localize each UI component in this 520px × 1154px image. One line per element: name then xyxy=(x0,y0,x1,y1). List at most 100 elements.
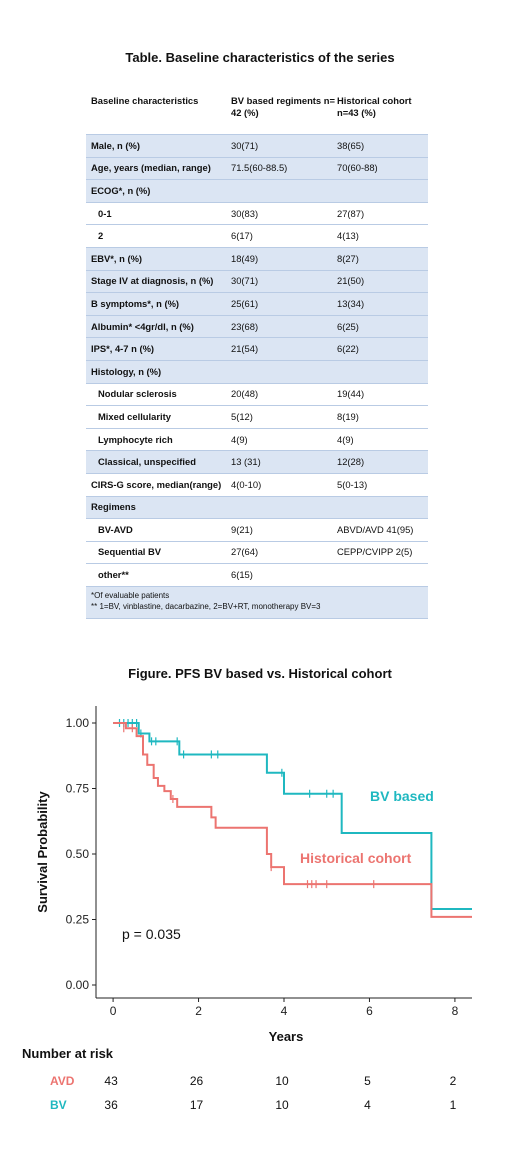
table-row: 0-1 30(83) 27(87) xyxy=(86,203,428,226)
row-label: Sequential BV xyxy=(98,546,162,558)
row-bv-value: 6(17) xyxy=(231,230,253,242)
table-row: Nodular sclerosis 20(48) 19(44) xyxy=(86,384,428,407)
p-value: p = 0.035 xyxy=(122,926,181,942)
footnote-evaluable: *Of evaluable patients xyxy=(91,590,170,600)
table-row: Lymphocyte rich 4(9) 4(9) xyxy=(86,429,428,452)
row-bv-value: 71.5(60-88.5) xyxy=(231,162,288,174)
table-row: Male, n (%) 30(71) 38(65) xyxy=(86,135,428,158)
table-row: B symptoms*, n (%) 25(61) 13(34) xyxy=(86,293,428,316)
baseline-table: Baseline characteristics BV based regime… xyxy=(86,90,428,619)
y-axis-title: Survival Probability xyxy=(35,791,50,913)
row-label: Classical, unspecified xyxy=(98,456,196,468)
risk-row-label: AVD xyxy=(50,1074,75,1088)
table-row: BV-AVD 9(21) ABVD/AVD 41(95) xyxy=(86,519,428,542)
x-tick-label: 4 xyxy=(281,1004,288,1018)
row-label: Histology, n (%) xyxy=(91,365,162,377)
risk-count: 5 xyxy=(364,1074,371,1088)
row-label: Age, years (median, range) xyxy=(91,162,211,174)
row-historical-value: CEPP/CVIPP 2(5) xyxy=(337,546,413,558)
table-header-row: Baseline characteristics BV based regime… xyxy=(86,90,428,135)
table-row: ECOG*, n (%) xyxy=(86,180,428,203)
x-tick-label: 6 xyxy=(366,1004,373,1018)
row-bv-value: 21(54) xyxy=(231,343,259,355)
row-bv-value: 30(83) xyxy=(231,207,259,219)
row-label: Nodular sclerosis xyxy=(98,388,177,400)
risk-count: 10 xyxy=(275,1098,289,1112)
y-tick-label: 0.25 xyxy=(66,913,90,927)
km-curve-bv xyxy=(113,722,472,911)
x-tick-label: 0 xyxy=(110,1004,117,1018)
series-label-historical: Historical cohort xyxy=(300,850,412,866)
table-row: Mixed cellularity 5(12) 8(19) xyxy=(86,406,428,429)
table-body: Male, n (%) 30(71) 38(65) Age, years (media… xyxy=(86,135,428,587)
table-row: Histology, n (%) xyxy=(86,360,428,384)
table-row: Regimens xyxy=(86,496,428,520)
y-tick-label: 0.00 xyxy=(66,978,90,992)
figure-title: Figure. PFS BV based vs. Historical coho… xyxy=(128,666,392,681)
y-tick-label: 0.75 xyxy=(66,782,90,796)
risk-count: 4 xyxy=(364,1098,371,1112)
row-bv-value: 20(48) xyxy=(231,388,259,400)
row-label: BV-AVD xyxy=(98,523,133,535)
y-tick-label: 1.00 xyxy=(66,716,90,730)
row-historical-value: 21(50) xyxy=(337,275,365,287)
x-tick-label: 2 xyxy=(195,1004,202,1018)
row-label: B symptoms*, n (%) xyxy=(91,297,180,309)
table-row: Stage IV at diagnosis, n (%) 30(71) 21(50) xyxy=(86,270,428,294)
risk-count: 10 xyxy=(275,1074,289,1088)
risk-row-label: BV xyxy=(50,1098,67,1112)
row-bv-value: 27(64) xyxy=(231,546,259,558)
y-tick-label: 0.50 xyxy=(66,847,90,861)
row-bv-value: 4(0-10) xyxy=(231,478,262,490)
table-row: Classical, unspecified 13 (31) 12(28) xyxy=(86,451,428,474)
table-footnotes: *Of evaluable patients ** 1=BV, vinblast… xyxy=(86,586,428,619)
table-row: Age, years (median, range) 71.5(60-88.5) 7… xyxy=(86,157,428,181)
table-row: Albumin* <4gr/dl, n (%) 23(68) 6(25) xyxy=(86,315,428,339)
row-historical-value: 13(34) xyxy=(337,297,365,309)
row-bv-value: 30(71) xyxy=(231,139,259,151)
row-bv-value: 13 (31) xyxy=(231,456,261,468)
table-row: IPS*, 4-7 n (%) 21(54) 6(22) xyxy=(86,338,428,361)
row-historical-value: 5(0-13) xyxy=(337,478,368,490)
risk-count: 17 xyxy=(189,1098,204,1112)
row-bv-value: 25(61) xyxy=(231,297,259,309)
x-tick-label: 8 xyxy=(452,1004,459,1018)
row-label: Albumin* <4gr/dl, n (%) xyxy=(91,320,194,332)
row-bv-value: 6(15) xyxy=(231,569,253,581)
footnote-regimens: ** 1=BV, vinblastine, dacarbazine, 2=BV+… xyxy=(91,601,321,611)
row-historical-value: 8(27) xyxy=(337,252,359,264)
row-label: EBV*, n (%) xyxy=(91,252,143,264)
risk-count: 2 xyxy=(449,1074,457,1088)
row-label: CIRS-G score, median(range) xyxy=(91,478,222,490)
table-row: 2 6(17) 4(13) xyxy=(86,225,428,248)
row-label: IPS*, 4-7 n (%) xyxy=(91,343,155,355)
risk-count: 43 xyxy=(104,1074,118,1088)
row-bv-value: 30(71) xyxy=(231,275,259,287)
risk-count: 1 xyxy=(449,1098,457,1112)
risk-table-title: Number at risk xyxy=(22,1046,114,1061)
row-label: Lymphocyte rich xyxy=(98,433,173,445)
row-historical-value: 38(65) xyxy=(337,139,365,151)
x-axis-title: Years xyxy=(269,1029,304,1044)
row-label: Mixed cellularity xyxy=(98,410,171,422)
risk-row-avd: AVD 43 26 10 5 2 xyxy=(0,1074,520,1090)
risk-count: 26 xyxy=(189,1074,204,1088)
row-historical-value: 8(19) xyxy=(337,410,359,422)
header-historical: Historical cohort n=43 (%) xyxy=(337,95,412,118)
row-bv-value: 23(68) xyxy=(231,320,259,332)
table-row: Sequential BV 27(64) CEPP/CVIPP 2(5) xyxy=(86,542,428,565)
table-title: Table. Baseline characteristics of the s… xyxy=(125,50,395,65)
row-historical-value: 6(22) xyxy=(337,343,359,355)
row-label: Regimens xyxy=(91,501,136,513)
row-label: 2 xyxy=(98,230,104,242)
row-historical-value: 6(25) xyxy=(337,320,359,332)
row-label: ECOG*, n (%) xyxy=(91,184,151,196)
table-row: other** 6(15) xyxy=(86,564,428,587)
row-historical-value: 70(60-88) xyxy=(337,162,378,174)
km-curve-historical xyxy=(113,722,472,918)
row-label: Male, n (%) xyxy=(91,139,140,151)
row-bv-value: 5(12) xyxy=(231,410,253,422)
header-characteristics: Baseline characteristics xyxy=(91,95,199,106)
row-label: other** xyxy=(98,569,129,581)
